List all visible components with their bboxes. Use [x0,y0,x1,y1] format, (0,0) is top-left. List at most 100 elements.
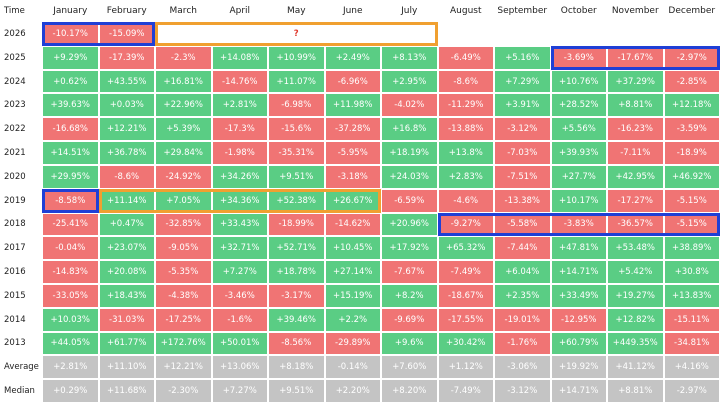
return-cell: +5.39% [155,117,212,142]
return-cell: -7.51% [494,164,551,189]
return-cell: +11.98% [324,93,381,118]
column-header: April [229,6,251,16]
return-cell: +2.81% [211,93,268,118]
return-cell: +33.49% [550,283,607,308]
return-cell: +9.51% [268,379,325,403]
return-cell: +2.2% [324,307,381,332]
column-header: December [668,6,716,16]
return-cell: -37.28% [324,117,381,142]
return-cell: +27.14% [324,260,381,284]
return-cell: -19.01% [494,307,551,332]
return-cell: +449.35% [607,331,664,356]
return-cell: -25.41% [42,212,99,237]
return-cell: +10.03% [42,307,99,332]
return-cell: -32.85% [155,212,212,237]
return-cell: +5.16% [494,45,551,70]
row-label: 2026 [4,28,26,39]
return-cell: +10.17% [550,188,607,213]
return-cell: -8.6% [437,69,494,94]
return-cell: +30.8% [663,260,720,284]
column-header: July [401,6,418,16]
return-cell: -2.30% [155,379,212,403]
return-cell: +2.83% [437,164,494,189]
return-cell: -29.89% [324,331,381,356]
return-cell: +16.8% [381,117,438,142]
return-cell: +38.89% [663,236,720,261]
return-cell: -3.83% [550,212,607,237]
row-label: 2020 [4,171,26,182]
return-cell: -6.98% [268,93,325,118]
return-cell: -1.6% [211,307,268,332]
return-cell: +8.18% [268,355,325,380]
return-cell: +3.91% [494,93,551,118]
return-cell: -2.85% [663,69,720,94]
return-cell: -16.68% [42,117,99,142]
return-cell: +0.03% [98,93,155,118]
return-cell: +19.27% [607,283,664,308]
return-cell: -6.59% [381,188,438,213]
return-cell: +52.71% [268,236,325,261]
return-cell: -7.49% [437,379,494,403]
return-cell: +33.43% [211,212,268,237]
return-cell: -34.81% [663,331,720,356]
column-header: February [106,6,147,16]
return-cell: +13.06% [211,355,268,380]
return-cell: -12.95% [550,307,607,332]
return-cell: -0.14% [324,355,381,380]
return-cell: -5.35% [155,260,212,284]
return-cell: +12.82% [607,307,664,332]
return-cell: -9.69% [381,307,438,332]
return-cell: -4.38% [155,283,212,308]
return-cell: -6.49% [437,45,494,70]
return-cell: +10.76% [550,69,607,94]
return-cell: +8.20% [381,379,438,403]
return-cell: +36.78% [98,141,155,165]
return-cell: +9.29% [42,45,99,70]
return-cell: -33.05% [42,283,99,308]
return-cell: -4.02% [381,93,438,118]
column-header: January [53,6,88,16]
return-cell: +22.96% [155,93,212,118]
return-cell: -3.17% [268,283,325,308]
return-cell: -15.09% [98,22,155,46]
return-cell: -31.03% [98,307,155,332]
return-cell: +10.99% [268,45,325,70]
return-cell: +5.56% [550,117,607,142]
return-cell: -36.57% [607,212,664,237]
return-cell: +13.83% [663,283,720,308]
row-label: 2019 [4,195,26,206]
return-cell: -2.97% [663,45,720,70]
return-cell: -14.76% [211,69,268,94]
return-cell: +53.48% [607,236,664,261]
return-cell: -17.55% [437,307,494,332]
return-cell: +0.47% [98,212,155,237]
return-cell: +14.08% [211,45,268,70]
row-label: 2017 [4,243,26,254]
return-cell: +8.81% [607,93,664,118]
return-cell: -17.39% [98,45,155,70]
return-cell: -9.05% [155,236,212,261]
return-cell: +43.55% [98,69,155,94]
return-cell: +28.52% [550,93,607,118]
return-cell: -10.17% [42,22,99,46]
return-cell: +65.32% [437,236,494,261]
return-cell: +19.92% [550,355,607,380]
column-header: October [560,6,597,16]
row-label: 2016 [4,267,26,278]
column-header: Time [4,6,25,16]
return-cell: +47.81% [550,236,607,261]
return-cell: +52.38% [268,188,325,213]
return-cell: +27.7% [550,164,607,189]
return-cell: -15.6% [268,117,325,142]
return-cell: +2.49% [324,45,381,70]
row-label: 2018 [4,219,26,230]
return-cell: -17.3% [211,117,268,142]
row-label: Median [4,386,35,397]
column-header: September [497,6,548,16]
return-cell: +18.19% [381,141,438,165]
return-cell: +1.12% [437,355,494,380]
return-cell: -3.12% [494,117,551,142]
return-cell: +29.95% [42,164,99,189]
return-cell: +13.8% [437,141,494,165]
return-cell: +8.81% [607,379,664,403]
